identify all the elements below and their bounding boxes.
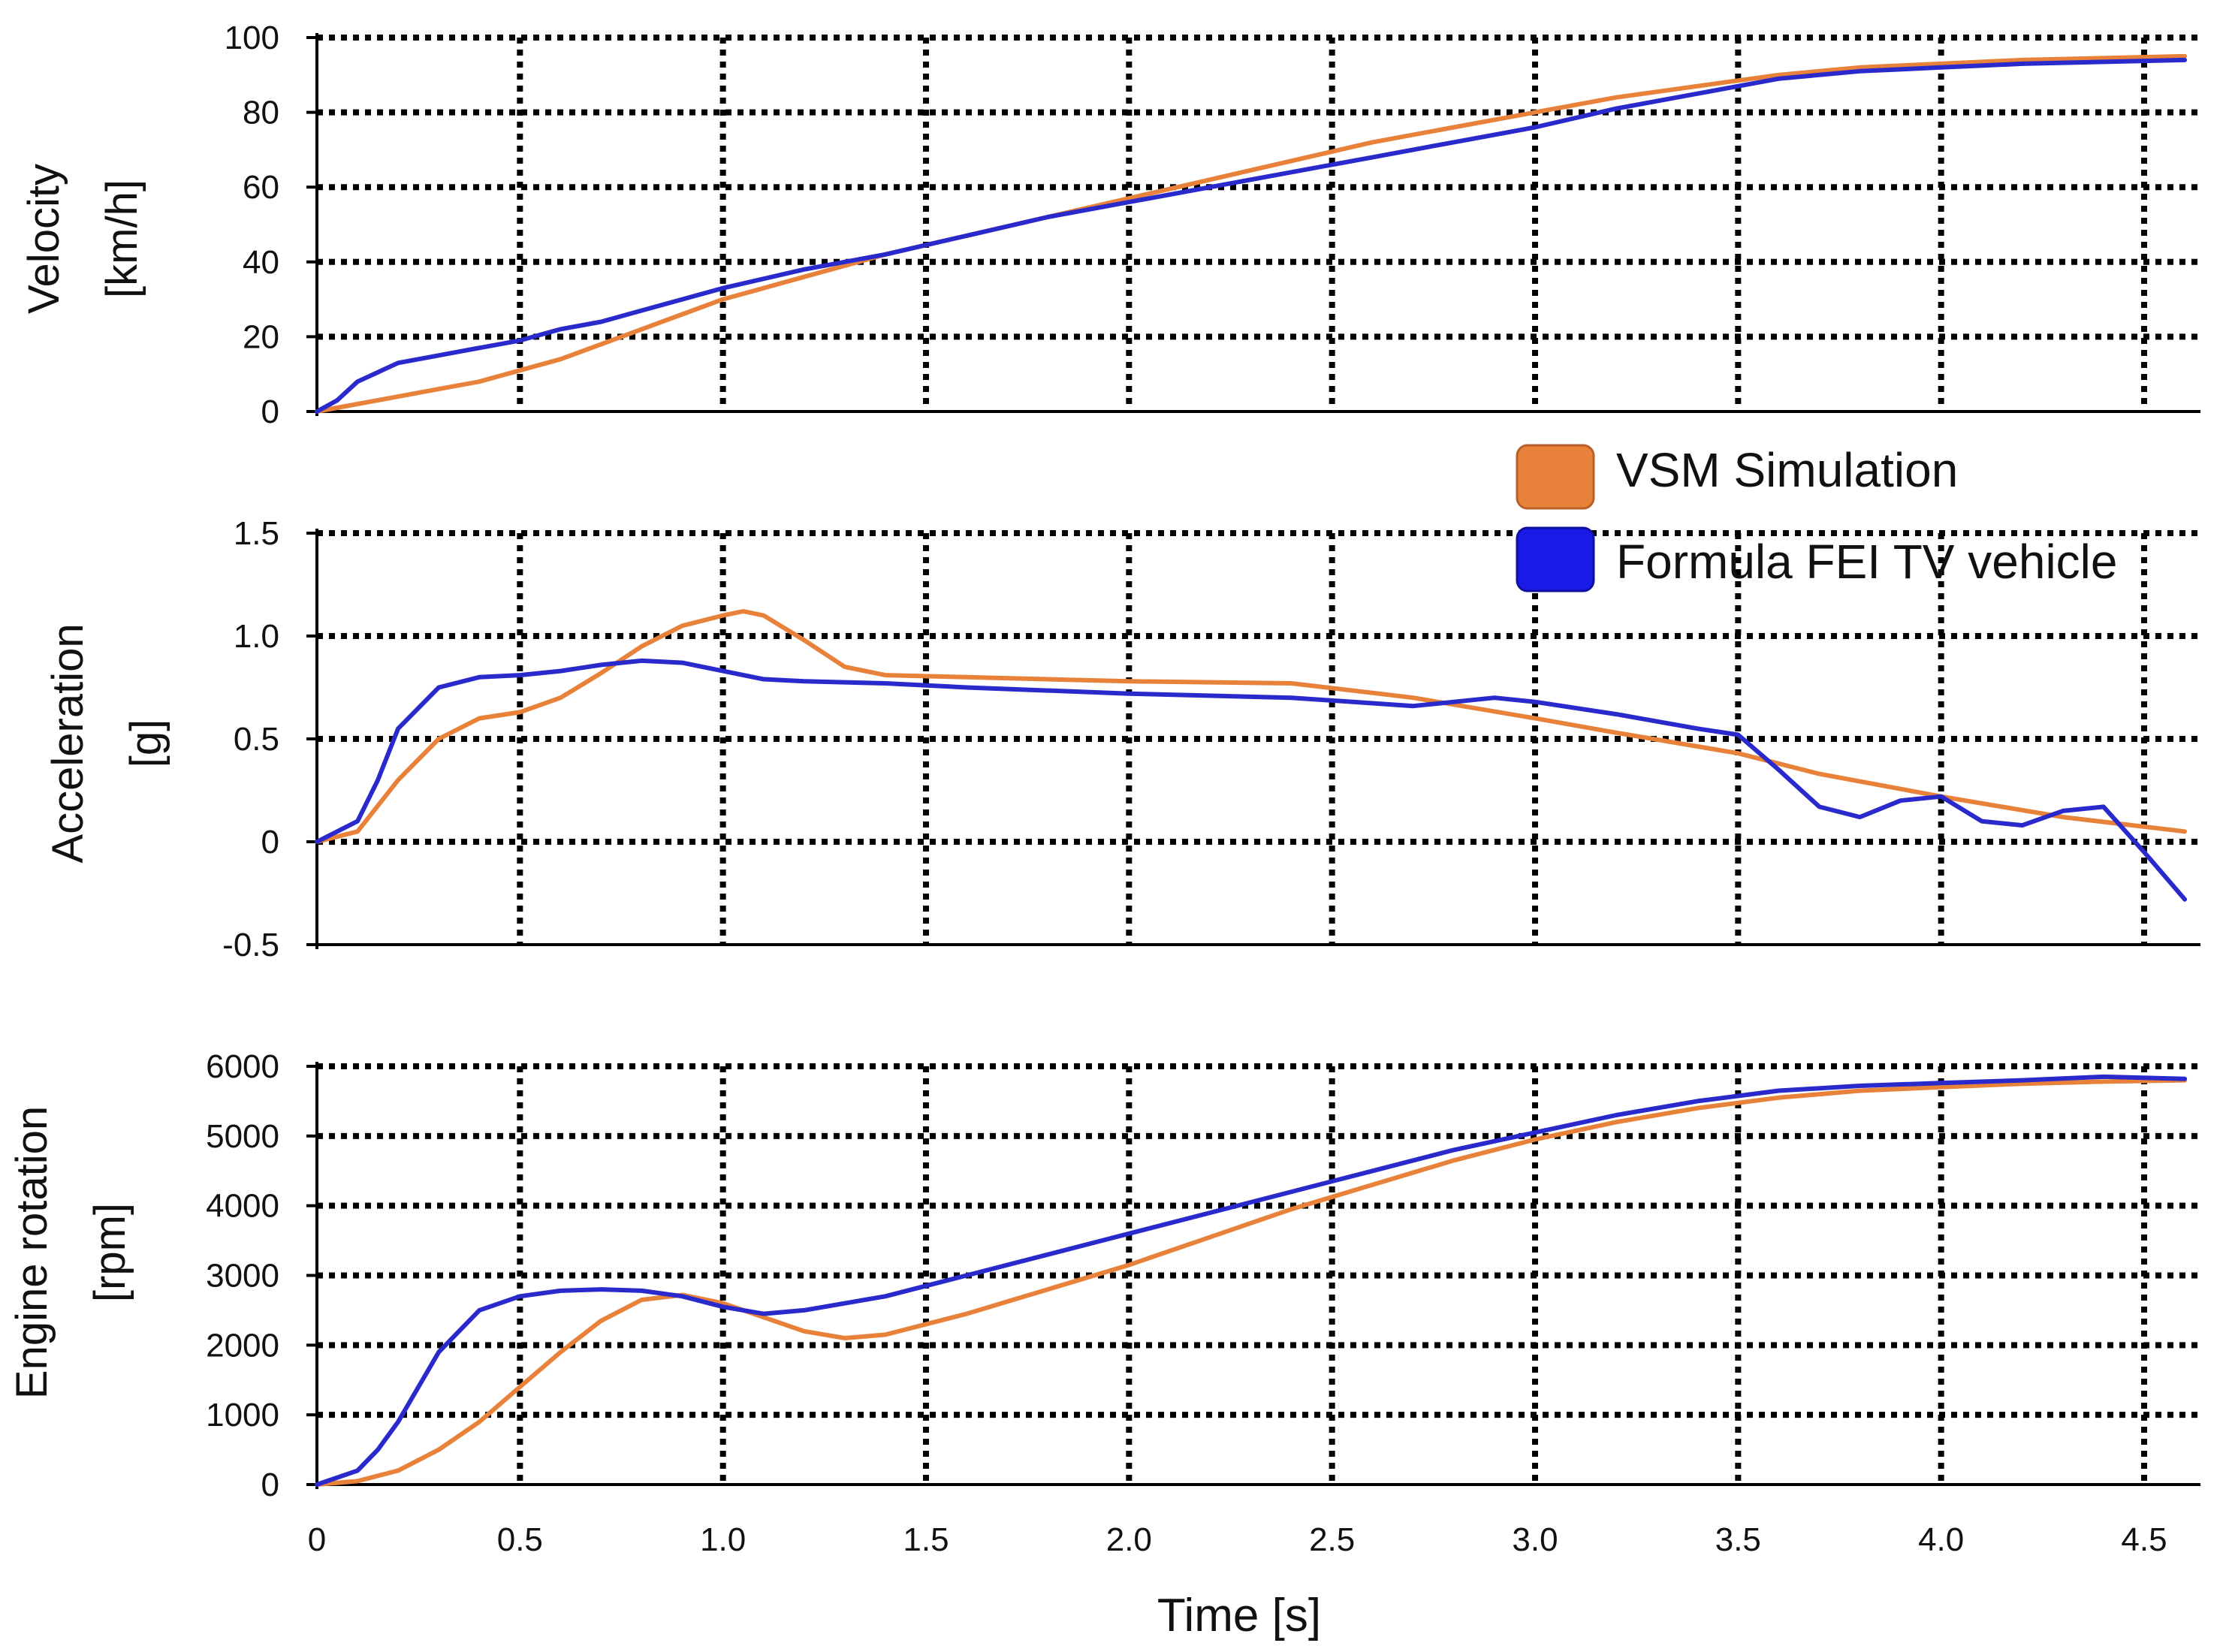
engine-rotation-ytick-label: 6000 xyxy=(206,1048,279,1085)
velocity-ytick-label: 0 xyxy=(261,393,279,430)
velocity-ytick-label: 20 xyxy=(243,318,279,355)
panel-acceleration: -0.5 0 0.5 1.0 1.5 Acceleration [g] xyxy=(44,515,2200,963)
xtick-label: 4.5 xyxy=(2121,1521,2167,1558)
acceleration-ylabel-line-1: Acceleration xyxy=(44,623,92,863)
acceleration-ytick-label: 0 xyxy=(261,824,279,861)
engine-rotation-series-formula-fei xyxy=(315,1074,2188,1487)
xtick-label: 1.0 xyxy=(700,1521,746,1558)
engine-rotation-ytick-label: 0 xyxy=(261,1467,279,1503)
engine-rotation-ytick-label: 5000 xyxy=(206,1118,279,1155)
legend: VSM Simulation Formula FEI TV vehicle xyxy=(1516,443,2117,592)
acceleration-series-vsm-simulation xyxy=(315,609,2188,844)
xtick-label: 3.0 xyxy=(1512,1521,1558,1558)
velocity-ytick-label: 100 xyxy=(225,20,279,56)
xtick-label: 0.5 xyxy=(497,1521,543,1558)
acceleration-ylabel-line-2: [g] xyxy=(122,719,170,768)
velocity-ytick-label: 40 xyxy=(243,244,279,281)
velocity-ytick-label: 60 xyxy=(243,169,279,206)
velocity-series-formula-fei xyxy=(315,57,2188,414)
engine-rotation-ylabel-line-2: [rpm] xyxy=(86,1203,134,1302)
xtick-label: 1.5 xyxy=(903,1521,949,1558)
panel-velocity: 0 20 40 60 80 100 Velocity [km/h] xyxy=(20,20,2200,430)
acceleration-ytick-label: 0.5 xyxy=(234,721,279,758)
legend-label-vsm: VSM Simulation xyxy=(1616,443,1958,497)
xtick-label: 2.0 xyxy=(1106,1521,1152,1558)
acceleration-series-formula-fei xyxy=(315,658,2188,902)
engine-rotation-ytick-label: 3000 xyxy=(206,1258,279,1295)
velocity-ylabel-line-2: [km/h] xyxy=(98,179,146,298)
engine-rotation-ytick-label: 2000 xyxy=(206,1327,279,1364)
xtick-label: 4.0 xyxy=(1918,1521,1964,1558)
xtick-label: 0 xyxy=(308,1521,326,1558)
panel-engine-rotation: 0 1000 2000 3000 4000 5000 6000 Engine rotation… xyxy=(8,1048,2200,1558)
legend-label-fei: Formula FEI TV vehicle xyxy=(1616,535,2117,589)
acceleration-ytick-label: 1.0 xyxy=(234,618,279,655)
velocity-ytick-label: 80 xyxy=(243,95,279,131)
x-axis-label: Time [s] xyxy=(1157,1590,1321,1641)
engine-rotation-series-vsm-simulation xyxy=(315,1078,2188,1487)
xtick-label: 2.5 xyxy=(1309,1521,1355,1558)
velocity-ylabel-line-1: Velocity xyxy=(20,164,68,314)
engine-rotation-ylabel-line-1: Engine rotation xyxy=(8,1106,56,1399)
chart-panels: 0 20 40 60 80 100 Velocity [km/h] -0.5 0 0.5 1.0 1.5… xyxy=(8,20,2200,1558)
xtick-label: 3.5 xyxy=(1715,1521,1761,1558)
acceleration-ytick-label: 1.5 xyxy=(234,515,279,552)
engine-rotation-ytick-label: 4000 xyxy=(206,1188,279,1225)
legend-swatch-fei xyxy=(1516,526,1595,592)
legend-swatch-vsm xyxy=(1516,444,1595,510)
acceleration-ytick-label: -0.5 xyxy=(222,927,279,963)
engine-rotation-ytick-label: 1000 xyxy=(206,1397,279,1433)
